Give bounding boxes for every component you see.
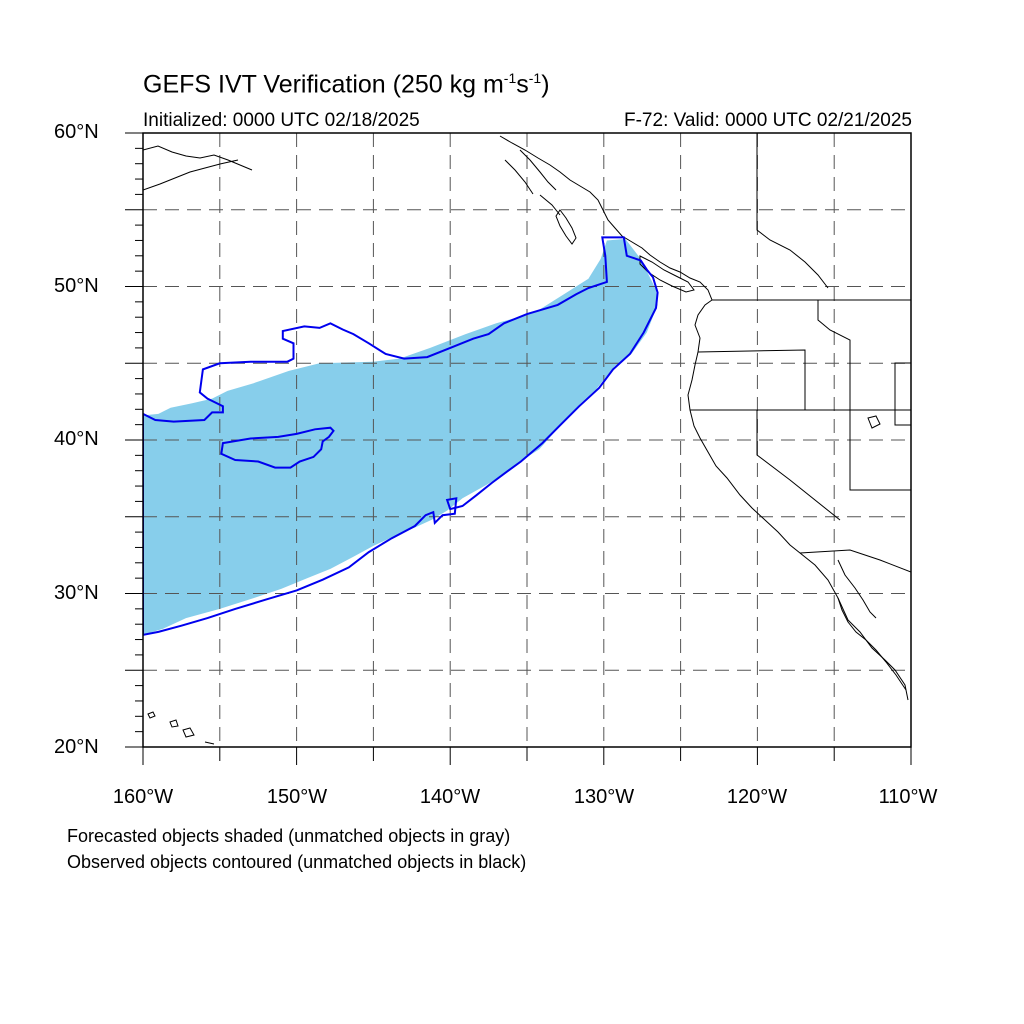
valid-time: F-72: Valid: 0000 UTC 02/21/2025 [624,110,912,131]
washington-oregon-border [697,349,806,410]
observed-objects [143,236,659,636]
lon-label-120w: 120°W [726,786,788,808]
pacific-coastline [499,135,909,701]
idaho-border [817,300,851,410]
baja-coastline [837,597,907,691]
lon-label-130w: 130°W [573,786,635,808]
lon-label-110w: 110°W [878,786,938,808]
great-salt-lake [867,415,881,429]
california-nevada-border [756,410,841,521]
map-plot-area [143,133,911,747]
lat-label-40n: 40°N [54,428,99,450]
haida-gwaii [555,209,577,245]
lon-label-150w: 150°W [266,786,328,808]
gulf-of-california-shore [837,559,877,619]
graticule [143,133,911,747]
wyoming-box [894,362,911,426]
forecast-object [143,238,658,635]
lat-label-60n: 60°N [54,121,99,143]
bc-alberta-border [756,133,829,289]
observed-contour-inner [220,426,335,469]
initialized-time: Initialized: 0000 UTC 02/18/2025 [143,110,420,131]
observed-contour-main [143,236,659,636]
arizona-mexico-border [799,549,911,573]
chart-title: GEFS IVT Verification (250 kg m-1s-1) [143,70,550,99]
lon-label-140w: 140°W [419,786,481,808]
axis-ticks [125,132,912,765]
lat-label-20n: 20°N [54,736,99,758]
lat-label-30n: 30°N [54,582,99,604]
alaska-southeast-islands [504,149,561,216]
hawaii-islands [147,711,215,745]
lon-label-160w: 160°W [112,786,174,808]
legend-note-observed: Observed objects contoured (unmatched ob… [67,852,527,872]
lat-label-50n: 50°N [54,275,99,297]
forecast-objects [143,238,658,635]
nevada-utah-border [849,410,911,491]
map-frame [142,132,912,748]
alaska-gulf-shore [143,145,253,191]
legend-note-forecast: Forecasted objects shaded (unmatched obj… [67,826,511,846]
